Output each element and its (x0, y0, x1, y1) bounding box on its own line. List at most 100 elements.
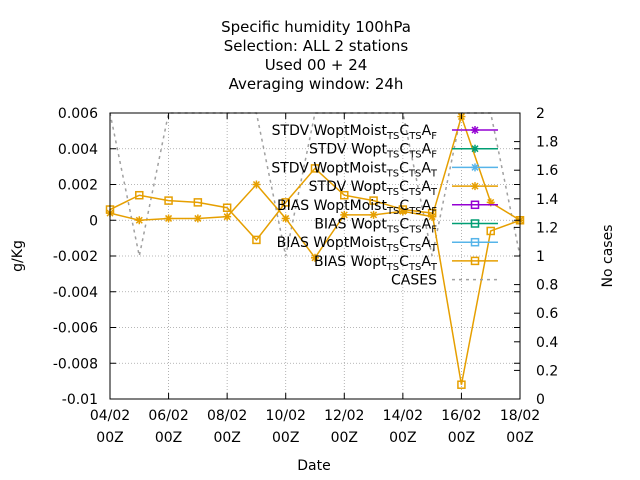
y2-tick-label: 1.8 (536, 135, 558, 151)
bias-point (369, 196, 378, 205)
legend-label-part: TS (386, 262, 399, 273)
legend-label-part: T (430, 187, 438, 198)
legend-label: BIAS WoptMoistTSCTSAF (277, 198, 437, 217)
y-tick-label: 0 (89, 213, 98, 229)
legend-item: STDV WoptMoistTSCTSAF (272, 123, 498, 142)
legend-label-part: CASES (391, 273, 437, 289)
legend-label-part: BIAS Wopt (314, 254, 387, 270)
bias-point (486, 226, 495, 236)
x-tick-label: 12/02 (324, 408, 364, 424)
legend-label-part: TS (408, 243, 421, 254)
x-axis-label: Date (297, 458, 330, 474)
x-tick-label-hour: 00Z (506, 430, 533, 446)
legend-item: BIAS WoptTSCTSAT (314, 254, 498, 273)
x-tick-label-hour: 00Z (155, 430, 182, 446)
y-tick-label: -0.002 (53, 249, 98, 265)
legend-label-part: STDV WoptMoist (271, 160, 387, 176)
legend-marker (471, 126, 479, 134)
x-tick-label: 08/02 (207, 408, 247, 424)
bias-point (340, 190, 349, 200)
stdv-point (311, 253, 319, 262)
legend-label-part: C (399, 123, 409, 139)
legend-label-part: C (399, 179, 409, 195)
legend-label-part: A (422, 123, 432, 139)
bias-point (135, 190, 144, 200)
legend-label-part: T (430, 262, 438, 273)
y2-tick-label: 2 (536, 106, 545, 122)
chart-title-line-3: Averaging window: 24h (229, 75, 404, 93)
y-tick-label: 0.002 (58, 178, 98, 194)
legend-label-part: T (430, 168, 438, 179)
legend-label-part: F (431, 225, 437, 236)
y-axis-ticks: 0.006 0.004 0.002 0 -0.002 -0.004 -0.006 -0.008… (53, 106, 520, 408)
legend-label-part: TS (386, 168, 399, 179)
x-tick-label: 06/02 (148, 408, 188, 424)
legend-item: STDV WoptMoistTSCTSAT (271, 160, 498, 179)
legend-label-part: BIAS WoptMoist (277, 235, 387, 251)
bias-point (252, 235, 261, 245)
legend-label-part: TS (386, 243, 399, 254)
y2-tick-label: 0.4 (536, 335, 558, 351)
x-tick-label-hour: 00Z (331, 430, 358, 446)
y2-tick-label: 0.6 (536, 306, 558, 322)
legend-label-part: A (422, 198, 432, 214)
stdv-point (340, 210, 349, 219)
stdv-point (369, 210, 378, 219)
x-tick-label: 14/02 (383, 408, 423, 424)
legend-label-part: BIAS WoptMoist (277, 198, 387, 214)
x-tick-label-hour: 00Z (389, 430, 416, 446)
bias-point (222, 203, 232, 212)
legend-item: BIAS WoptMoistTSCTSAT (277, 235, 498, 254)
legend-label-part: C (399, 235, 409, 251)
y-tick-label: 0.006 (58, 106, 98, 122)
legend-label-part: A (421, 160, 431, 176)
legend-marker (471, 182, 479, 191)
bias-point (457, 380, 466, 389)
stdv-point (135, 216, 144, 225)
legend-label-part: TS (386, 225, 399, 236)
legend-label-part: TS (408, 150, 421, 161)
legend-marker (470, 200, 480, 210)
y-tick-label: -0.01 (62, 392, 98, 408)
y-tick-label: -0.006 (53, 321, 98, 337)
y2-axis-ticks: 2 1.8 1.6 1.4 1.2 1 0.8 0.6 0.4 0.2 0 (514, 106, 558, 408)
legend-label-part: C (399, 142, 409, 158)
legend-label-part: BIAS Wopt (314, 217, 387, 233)
y2-tick-label: 1 (536, 249, 545, 265)
legend-marker (470, 237, 480, 247)
y-axis-label: g/Kg (10, 240, 26, 272)
chart-title-line-1: Selection: ALL 2 stations (224, 37, 409, 55)
y2-tick-label: 0.8 (536, 278, 558, 294)
x-tick-label: 04/02 (90, 408, 130, 424)
stdv-point (193, 214, 202, 223)
legend-label-part: STDV Wopt (309, 142, 387, 158)
stdv-point (164, 214, 173, 223)
x-tick-label: 16/02 (441, 408, 481, 424)
legend-label: BIAS WoptTSCTSAT (314, 254, 438, 273)
y2-tick-label: 1.6 (536, 163, 558, 179)
legend-item: STDV WoptTSCTSAF (309, 142, 498, 161)
legend-label-part: TS (408, 225, 421, 236)
legend-label-part: TS (408, 262, 421, 273)
legend-label-part: C (399, 254, 409, 270)
legend-marker (471, 144, 479, 153)
legend-label-part: STDV Wopt (309, 179, 387, 195)
legend-label-part: A (422, 217, 432, 233)
x-tick-label-hour: 00Z (272, 430, 299, 446)
y2-tick-label: 1.2 (536, 220, 558, 236)
legend-label: STDV WoptTSCTSAT (309, 179, 438, 198)
legend-label-part: TS (408, 168, 421, 179)
x-tick-label-hour: 00Z (448, 430, 475, 446)
legend-label-part: TS (386, 150, 399, 161)
legend-label-part: TS (386, 131, 399, 142)
legend-label-part: F (431, 131, 437, 142)
bias-point (310, 164, 320, 173)
legend-label-part: F (431, 150, 437, 161)
legend-label: STDV WoptTSCTSAF (309, 142, 437, 161)
legend-label-part: TS (408, 131, 421, 142)
legend-label-part: TS (408, 187, 421, 198)
legend-label-part: TS (386, 187, 399, 198)
legend-label: CASES (391, 273, 437, 289)
